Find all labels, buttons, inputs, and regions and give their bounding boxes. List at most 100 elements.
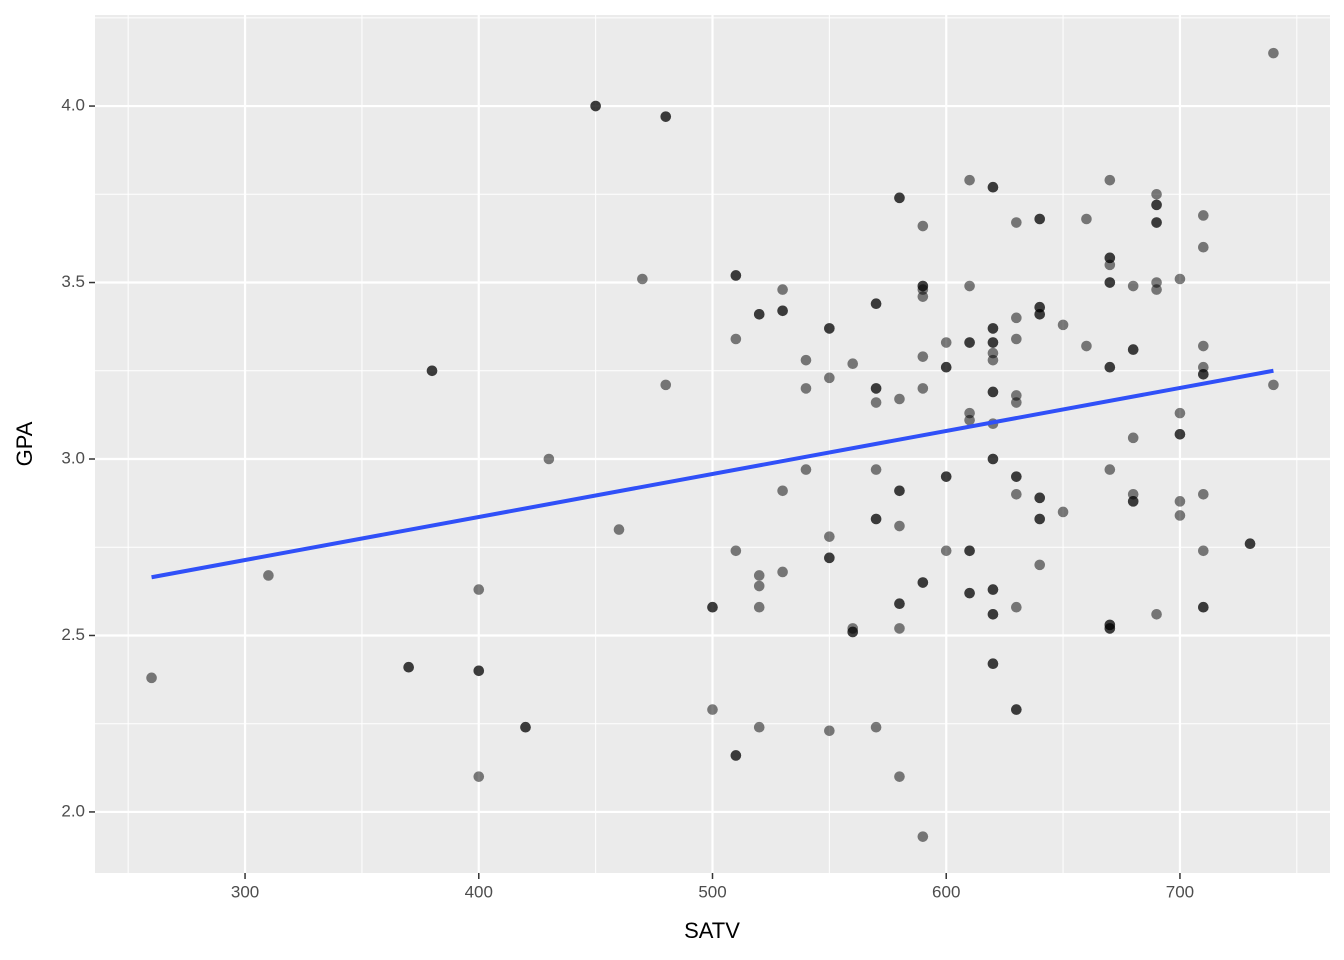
point (1104, 174, 1116, 186)
point (1104, 464, 1116, 475)
point (520, 721, 531, 733)
point (1198, 340, 1209, 352)
point (1034, 492, 1046, 504)
point (1198, 545, 1209, 557)
point (730, 333, 742, 345)
point (847, 358, 859, 370)
point (917, 291, 929, 302)
point (1034, 213, 1046, 225)
point (1011, 704, 1022, 715)
point (1127, 344, 1139, 355)
point (824, 552, 835, 564)
point (473, 771, 485, 782)
point (1104, 277, 1116, 288)
point (870, 298, 882, 310)
point (1011, 333, 1022, 345)
y-tick-label: 3.5 (61, 272, 85, 291)
point (917, 577, 929, 588)
point (777, 566, 788, 578)
point (1174, 510, 1186, 521)
point (1151, 199, 1162, 211)
point (894, 485, 905, 497)
point (870, 513, 882, 525)
point (146, 672, 157, 684)
point (894, 598, 905, 610)
point (1104, 259, 1116, 271)
fit-line (151, 368, 1274, 580)
point (1011, 488, 1022, 500)
x-tick-label: 400 (465, 882, 493, 901)
point (403, 661, 414, 673)
point (1011, 601, 1022, 613)
point (940, 471, 952, 482)
point (1198, 601, 1209, 613)
point (1268, 379, 1279, 391)
point (987, 181, 999, 193)
point (917, 383, 929, 394)
point (1174, 273, 1186, 285)
point (1198, 210, 1209, 221)
point (987, 608, 999, 620)
point (894, 623, 905, 634)
point (777, 485, 788, 497)
point (543, 453, 555, 465)
point (917, 831, 929, 842)
point (1011, 312, 1022, 324)
x-tick-label: 600 (932, 882, 960, 901)
point (660, 379, 672, 391)
point (894, 393, 905, 405)
axes: 300 400 500 600 700 2.0 2.5 3.0 3.5 4.0 (61, 96, 1194, 902)
point (1081, 213, 1092, 225)
point (940, 337, 952, 348)
x-tick-label: 700 (1166, 882, 1194, 901)
point (1104, 361, 1116, 373)
x-tick-label: 500 (698, 882, 726, 901)
point (894, 520, 905, 532)
point (753, 721, 765, 733)
point (1127, 432, 1139, 444)
y-tick-label: 3.0 (61, 448, 85, 467)
point (870, 383, 882, 394)
points (146, 47, 1279, 842)
point (1011, 217, 1022, 228)
point (1198, 368, 1209, 380)
point (1127, 280, 1139, 292)
point (870, 464, 882, 475)
point (1198, 241, 1209, 253)
point (426, 365, 438, 377)
point (894, 771, 905, 782)
point (870, 721, 882, 733)
point (1034, 559, 1046, 571)
point (800, 464, 812, 475)
point (824, 372, 835, 384)
point (263, 570, 274, 581)
x-axis-title: SATV (684, 918, 740, 943)
point (917, 351, 929, 362)
point (1244, 538, 1256, 550)
point (730, 270, 742, 281)
point (590, 100, 601, 112)
point (964, 587, 975, 599)
point (730, 750, 742, 761)
point (824, 323, 835, 334)
point (1151, 284, 1162, 295)
point (753, 601, 765, 613)
point (730, 545, 742, 557)
point (1127, 496, 1139, 507)
point (987, 354, 999, 366)
point (987, 584, 999, 595)
point (1268, 47, 1279, 59)
point (824, 725, 835, 737)
point (964, 174, 975, 186)
y-axis-title: GPA (12, 421, 37, 466)
point (964, 280, 975, 292)
point (473, 584, 485, 595)
y-tick-label: 2.0 (61, 801, 85, 820)
point (987, 386, 999, 398)
point (753, 580, 765, 592)
point (800, 383, 812, 394)
y-tick-label: 4.0 (61, 96, 85, 115)
point (800, 354, 812, 366)
point (1011, 471, 1022, 482)
point (987, 658, 999, 670)
